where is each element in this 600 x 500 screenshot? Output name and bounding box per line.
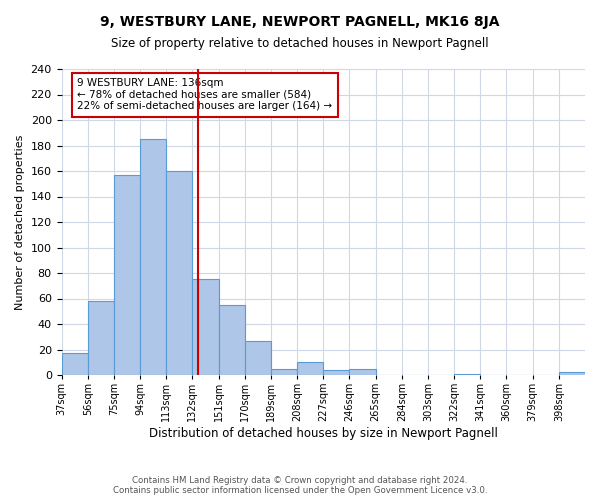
Text: Contains HM Land Registry data © Crown copyright and database right 2024.: Contains HM Land Registry data © Crown c… (132, 476, 468, 485)
Text: 9 WESTBURY LANE: 136sqm
← 78% of detached houses are smaller (584)
22% of semi-d: 9 WESTBURY LANE: 136sqm ← 78% of detache… (77, 78, 332, 112)
Bar (88, 301, 114, 375)
Bar (323, 370, 349, 375)
Text: Contains public sector information licensed under the Open Government Licence v3: Contains public sector information licen… (113, 486, 487, 495)
Bar (166, 171, 193, 375)
Bar (114, 175, 140, 375)
Text: Size of property relative to detached houses in Newport Pagnell: Size of property relative to detached ho… (111, 38, 489, 51)
Bar (454, 374, 481, 375)
Y-axis label: Number of detached properties: Number of detached properties (15, 134, 25, 310)
Bar (193, 280, 218, 375)
Bar (297, 362, 323, 375)
X-axis label: Distribution of detached houses by size in Newport Pagnell: Distribution of detached houses by size … (149, 427, 498, 440)
Text: 9, WESTBURY LANE, NEWPORT PAGNELL, MK16 8JA: 9, WESTBURY LANE, NEWPORT PAGNELL, MK16 … (100, 15, 500, 29)
Bar (349, 368, 376, 375)
Bar (271, 368, 297, 375)
Bar (140, 139, 166, 375)
Bar (245, 340, 271, 375)
Bar (62, 354, 88, 375)
Bar (218, 305, 245, 375)
Bar (559, 372, 585, 375)
